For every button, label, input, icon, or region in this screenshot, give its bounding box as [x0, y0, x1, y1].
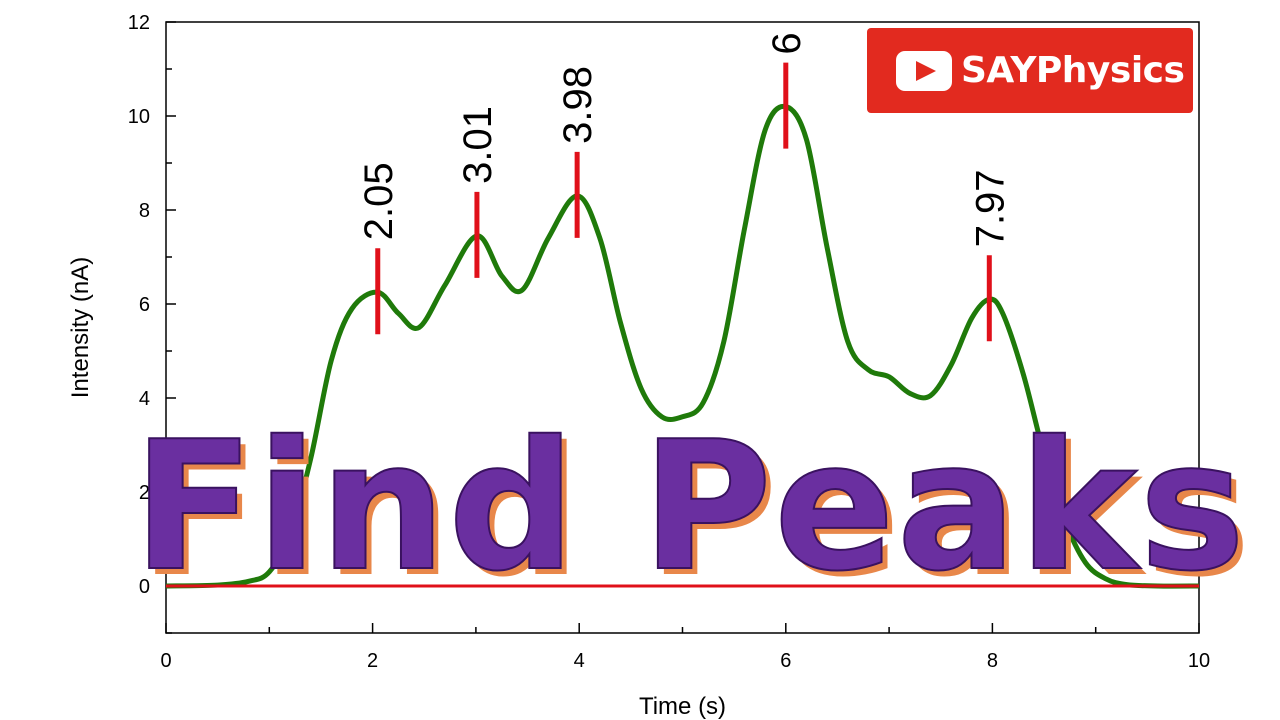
y-tick-label: 12 — [128, 12, 150, 34]
x-axis-title: Time (s) — [639, 693, 726, 720]
y-axis-title: Intensity (nA) — [67, 257, 94, 398]
peaks-layer: 2.05 3.01 3.98 6 7.97 — [357, 32, 1012, 342]
y-tick-label: 6 — [139, 294, 150, 316]
peak-label: 7.97 — [968, 169, 1012, 247]
y-tick-label: 2 — [139, 482, 150, 504]
brand-name: SAYPhysics — [961, 50, 1185, 91]
y-tick-label: 0 — [139, 576, 150, 598]
intensity-curve — [165, 103, 1200, 589]
series-layer — [165, 103, 1200, 589]
x-tick-label: 4 — [574, 650, 585, 672]
peak-label: 2.05 — [357, 162, 401, 240]
overlay-title: Find Peaks — [133, 403, 1247, 610]
peak-label: 6 — [765, 32, 809, 54]
y-tick-label: 4 — [139, 388, 150, 410]
x-tick-label: 8 — [987, 650, 998, 672]
brand-badge[interactable]: SAYPhysics — [867, 28, 1193, 113]
peak-label: 3.01 — [456, 106, 500, 184]
axes-layer: 0 2 4 6 8 10 0 2 4 6 8 10 12 — [128, 12, 1210, 672]
y-tick-label: 10 — [128, 106, 150, 128]
x-tick-label: 2 — [367, 650, 378, 672]
play-icon — [896, 50, 952, 91]
y-tick-label: 8 — [139, 200, 150, 222]
peak-label: 3.98 — [556, 66, 600, 144]
x-tick-label: 0 — [160, 650, 171, 672]
x-tick-label: 6 — [780, 650, 791, 672]
x-tick-label: 10 — [1188, 650, 1210, 672]
overlay-title-shadow: Find Peaks — [139, 409, 1253, 616]
